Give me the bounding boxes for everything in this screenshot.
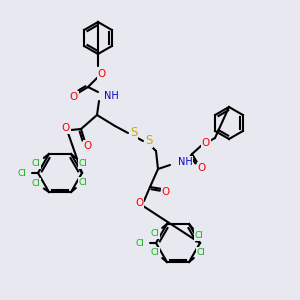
Text: Cl: Cl [32,178,40,188]
Text: Cl: Cl [79,178,87,187]
Text: O: O [198,163,206,173]
Text: O: O [84,141,92,151]
Text: Cl: Cl [195,231,203,240]
Text: Cl: Cl [151,230,159,238]
Text: Cl: Cl [151,248,159,256]
Text: S: S [145,134,152,148]
Text: Cl: Cl [32,159,40,168]
Text: O: O [62,123,70,133]
Text: NH: NH [104,91,119,101]
Text: O: O [202,138,210,148]
Text: Cl: Cl [79,159,87,168]
Text: O: O [162,187,170,197]
Text: O: O [135,198,143,208]
Text: O: O [98,69,106,79]
Text: Cl: Cl [136,238,144,247]
Text: Cl: Cl [18,169,26,178]
Text: NH: NH [178,157,193,167]
Text: O: O [70,92,78,102]
Text: Cl: Cl [196,248,206,256]
Text: S: S [130,127,137,140]
